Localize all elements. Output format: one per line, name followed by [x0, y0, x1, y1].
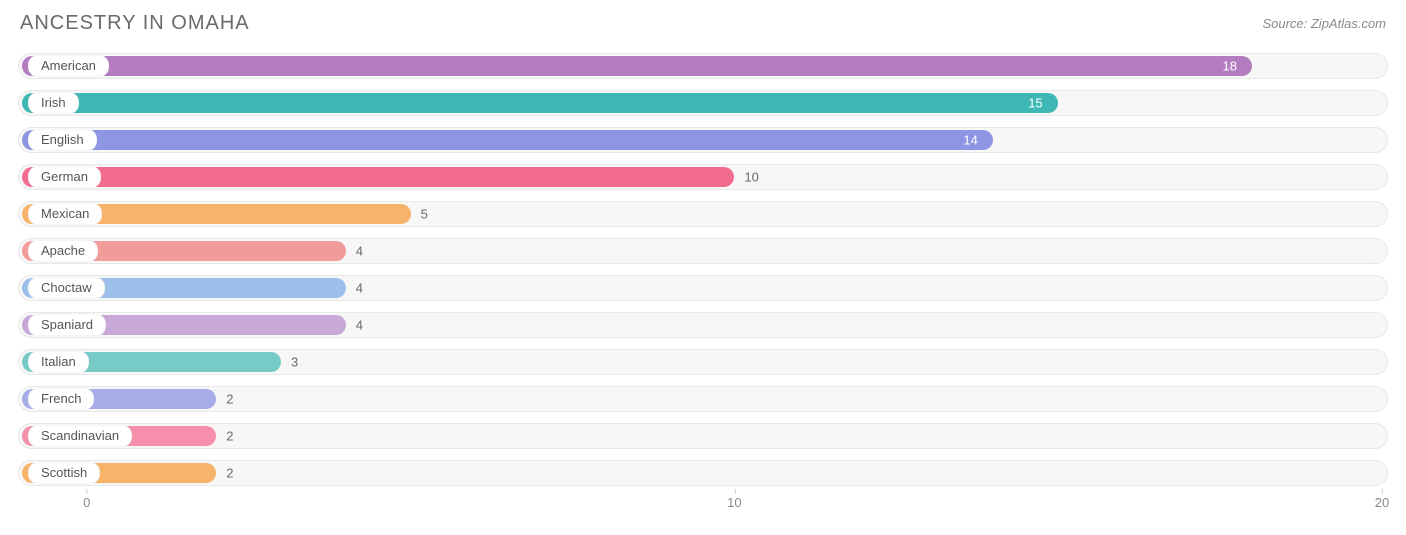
chart-source: Source: ZipAtlas.com — [1262, 16, 1386, 31]
bar-fill — [22, 93, 1058, 113]
bar-row: Italian 3 — [18, 347, 1388, 377]
bar-track — [18, 423, 1388, 449]
chart-plot-area: American 18 Irish 15 English 14 German 10 Mexica… — [0, 43, 1406, 488]
bar-row: English 14 — [18, 125, 1388, 155]
bar-value-label: 4 — [356, 318, 363, 333]
bar-track — [18, 460, 1388, 486]
bar-row: Mexican 5 — [18, 199, 1388, 229]
bar-row: German 10 — [18, 162, 1388, 192]
bar-row: Apache 4 — [18, 236, 1388, 266]
bar-category-label: English — [28, 129, 97, 151]
chart-title: ANCESTRY IN OMAHA — [20, 12, 250, 35]
x-axis-tick: 20 — [1375, 495, 1389, 510]
bar-row: Scottish 2 — [18, 458, 1388, 488]
bar-value-label: 4 — [356, 281, 363, 296]
bar-row: Scandinavian 2 — [18, 421, 1388, 451]
bar-category-label: French — [28, 388, 94, 410]
bar-category-label: Choctaw — [28, 277, 105, 299]
bar-value-label: 14 — [963, 133, 977, 148]
bar-category-label: German — [28, 166, 101, 188]
bar-row: French 2 — [18, 384, 1388, 414]
bar-value-label: 5 — [421, 207, 428, 222]
bar-row: Choctaw 4 — [18, 273, 1388, 303]
bar-row: Irish 15 — [18, 88, 1388, 118]
bar-value-label: 2 — [226, 429, 233, 444]
bar-category-label: Scottish — [28, 462, 100, 484]
bar-category-label: Mexican — [28, 203, 102, 225]
bar-fill — [22, 167, 734, 187]
bar-value-label: 2 — [226, 466, 233, 481]
bar-row: American 18 — [18, 51, 1388, 81]
bar-value-label: 15 — [1028, 96, 1042, 111]
bar-category-label: American — [28, 55, 109, 77]
bar-value-label: 18 — [1222, 59, 1236, 74]
x-axis: 0 10 20 — [18, 495, 1388, 525]
bar-category-label: Irish — [28, 92, 79, 114]
bar-fill — [22, 56, 1252, 76]
bar-value-label: 3 — [291, 355, 298, 370]
bar-category-label: Spaniard — [28, 314, 106, 336]
bar-track — [18, 386, 1388, 412]
bar-value-label: 2 — [226, 392, 233, 407]
bar-category-label: Scandinavian — [28, 425, 132, 447]
bar-value-label: 4 — [356, 244, 363, 259]
x-axis-tick: 10 — [727, 495, 741, 510]
x-axis-tick: 0 — [83, 495, 90, 510]
bar-category-label: Italian — [28, 351, 89, 373]
bar-row: Spaniard 4 — [18, 310, 1388, 340]
bar-value-label: 10 — [744, 170, 758, 185]
bar-category-label: Apache — [28, 240, 98, 262]
chart-header: ANCESTRY IN OMAHA Source: ZipAtlas.com — [0, 0, 1406, 43]
bar-fill — [22, 130, 993, 150]
